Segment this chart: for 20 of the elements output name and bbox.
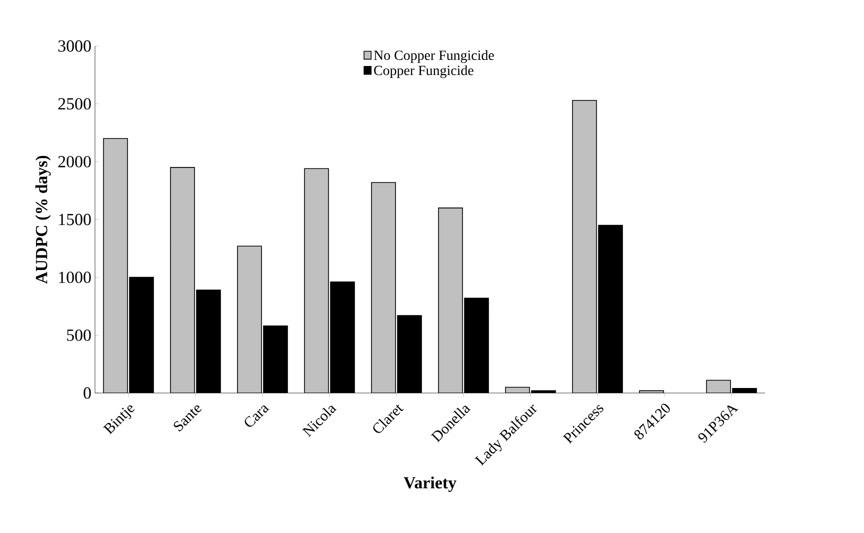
- bar: [170, 167, 195, 393]
- bar: [304, 168, 329, 393]
- legend-label: No Copper Fungicide: [374, 50, 494, 63]
- y-axis-title: AUDPC (% days): [35, 156, 51, 284]
- x-tick-label: Cara: [244, 405, 270, 427]
- y-tick-label: 2500: [58, 98, 91, 110]
- bar: [572, 100, 597, 393]
- y-tick-label: 2000: [58, 156, 91, 168]
- legend-label: Copper Fungicide: [374, 65, 474, 78]
- bar: [237, 246, 262, 393]
- y-tick-label: 1500: [59, 214, 91, 226]
- bar: [103, 138, 128, 393]
- y-tick-label: 1000: [59, 272, 91, 284]
- y-tick-label: 3000: [58, 40, 91, 52]
- bar: [438, 208, 463, 393]
- x-axis-title: Variety: [404, 476, 456, 492]
- y-tick-label: 500: [67, 329, 91, 341]
- bar: [371, 182, 396, 393]
- y-tick-label: 0: [84, 387, 91, 399]
- bar: [706, 380, 731, 393]
